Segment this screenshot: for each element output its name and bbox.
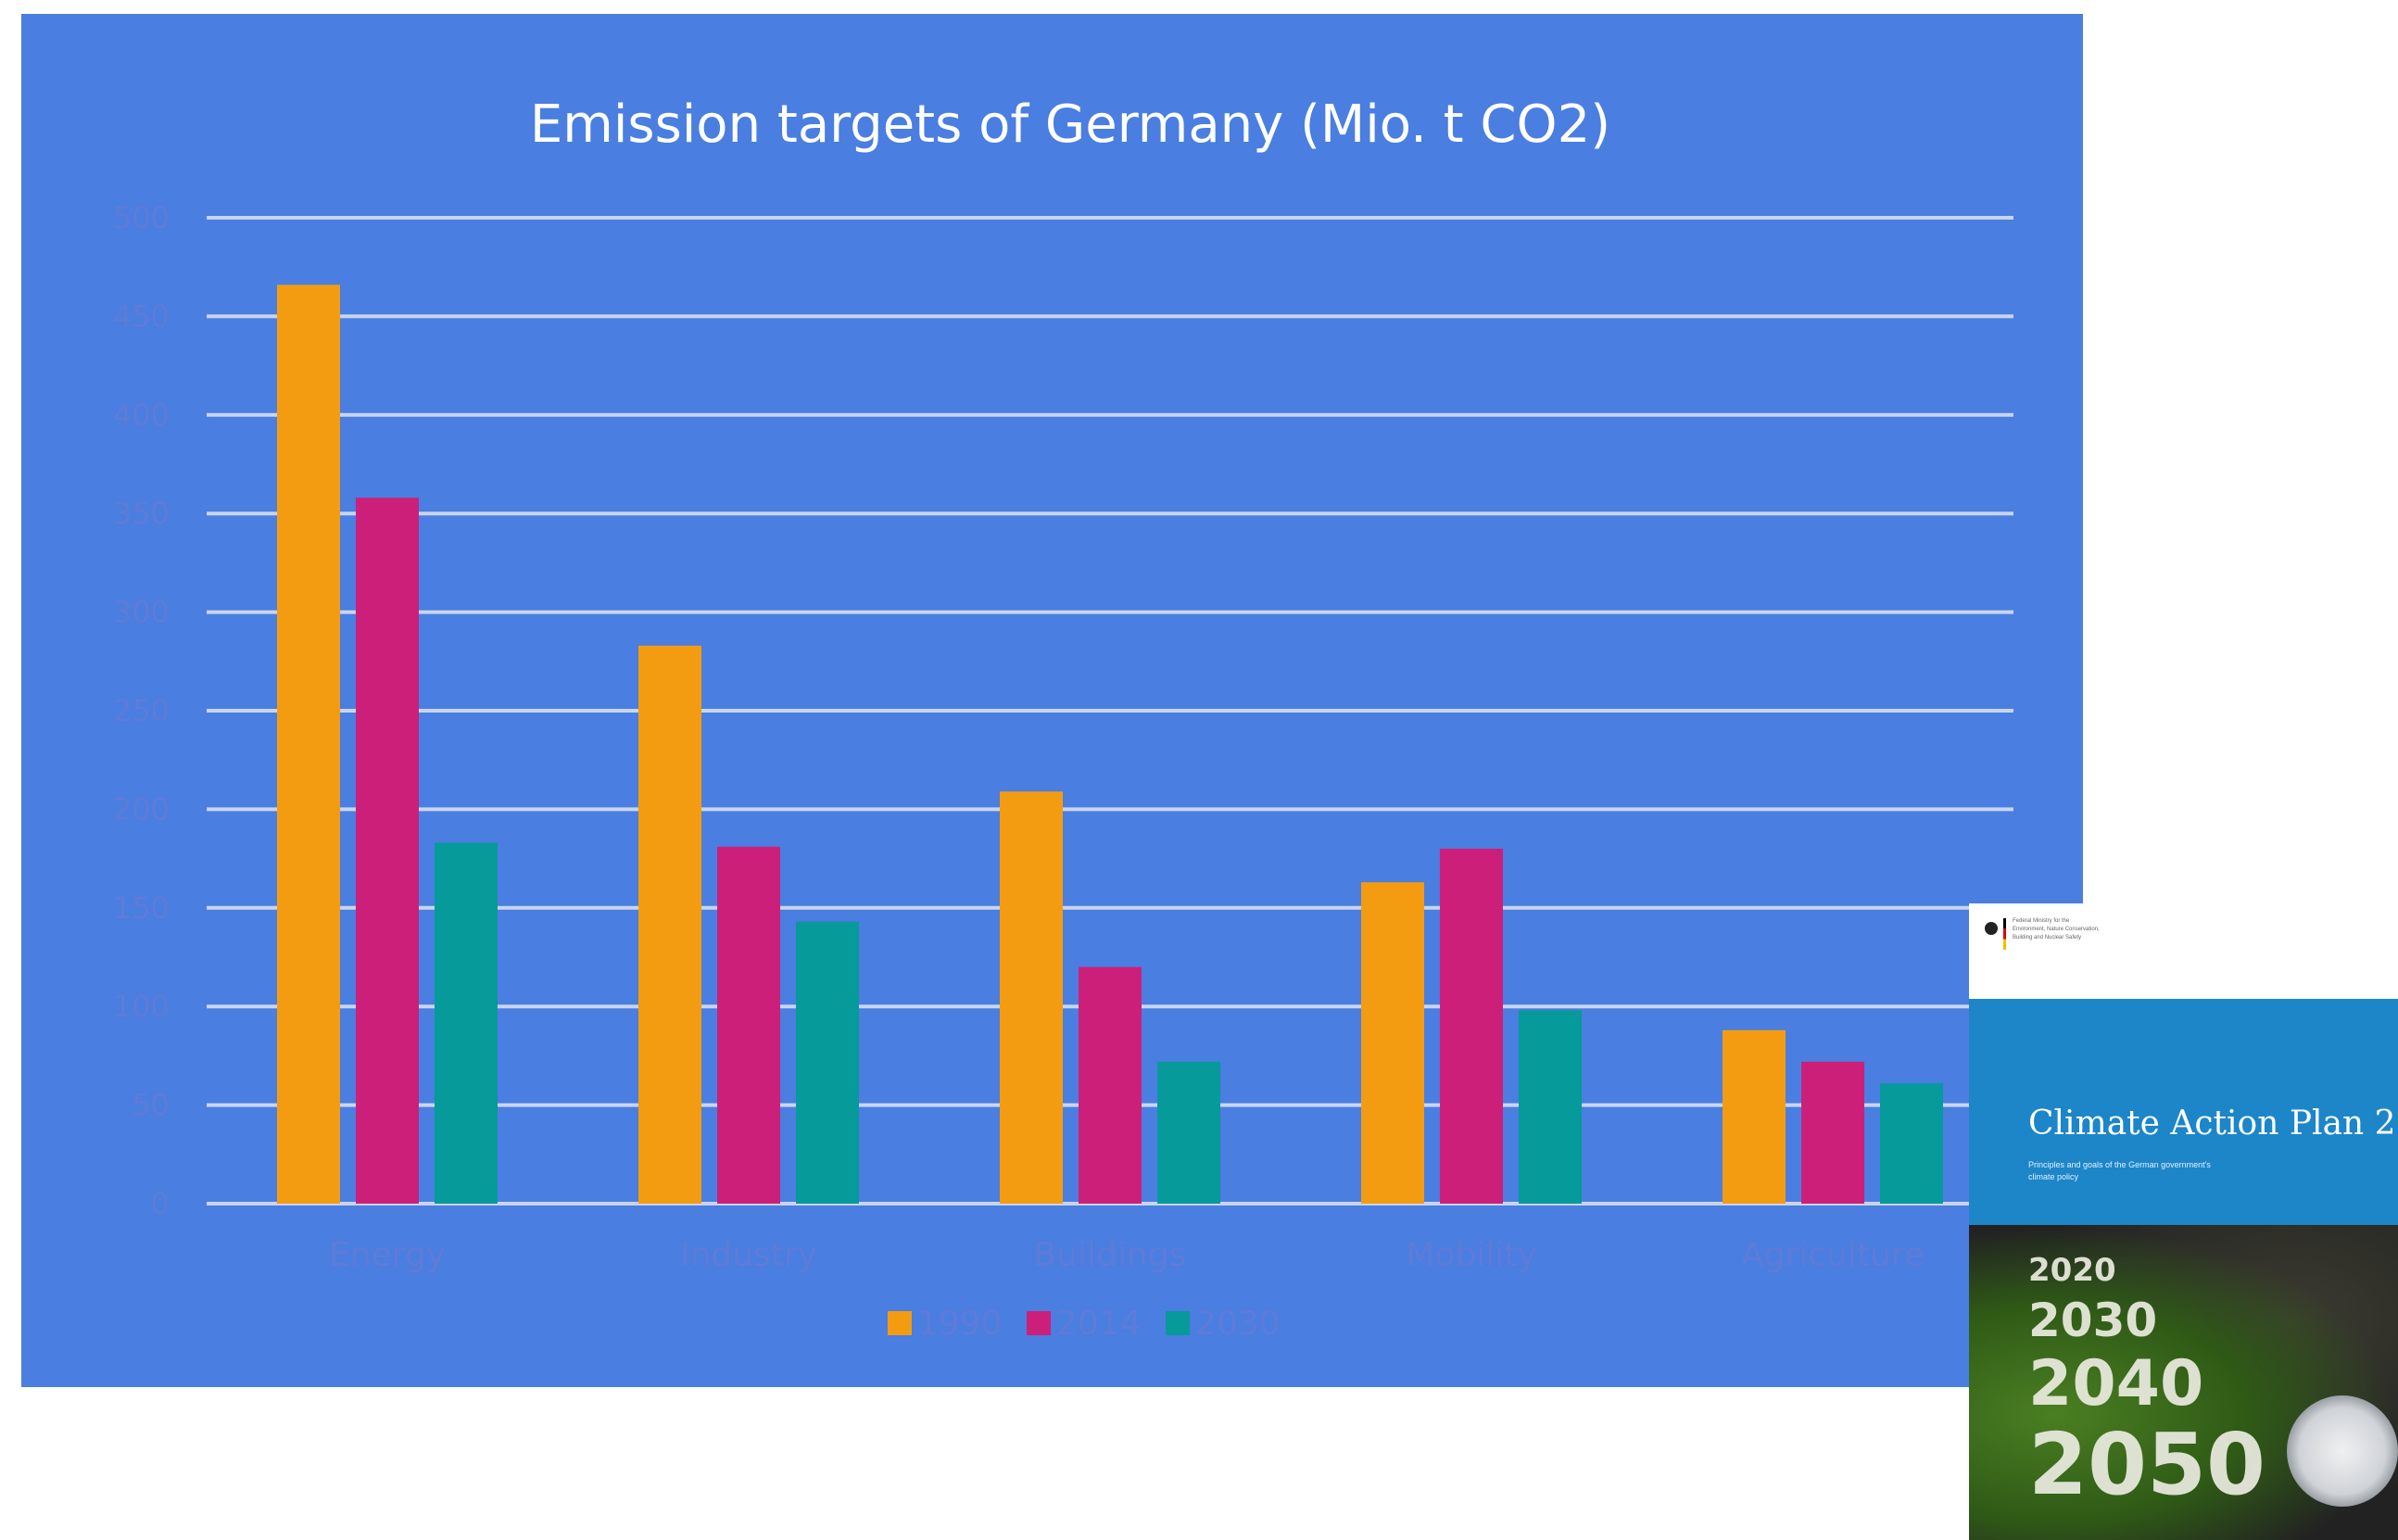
legend-swatch-1990 <box>888 1311 912 1335</box>
chart-title: Emission targets of Germany (Mio. t CO2) <box>530 95 1610 155</box>
x-tick-label: Agriculture <box>1741 1236 1925 1274</box>
cover-year: 2030 <box>2028 1294 2158 1347</box>
gridlines <box>207 216 2013 1205</box>
bar-industry-2030 <box>796 921 859 1204</box>
bar-mobility-1990 <box>1361 882 1424 1204</box>
y-tick-label: 300 <box>113 595 170 630</box>
x-tick-label: Buildings <box>1034 1236 1187 1274</box>
bar-agriculture-2030 <box>1880 1083 1943 1204</box>
y-tick-label: 50 <box>132 1088 170 1123</box>
bar-buildings-1990 <box>1000 791 1063 1204</box>
legend-label: 2014 <box>1056 1305 1142 1343</box>
y-tick-label: 200 <box>113 791 170 827</box>
cover-year: 2050 <box>2028 1415 2266 1514</box>
flag-bar <box>2003 918 2006 950</box>
y-tick-label: 400 <box>113 398 170 433</box>
legend-swatch-2030 <box>1166 1311 1190 1335</box>
x-tick-label: Mobility <box>1406 1236 1536 1274</box>
bar-energy-2030 <box>435 842 498 1204</box>
x-axis-ticks: Energy Industry Buildings Mobility Agricultu… <box>329 1236 1925 1274</box>
x-tick-label: Industry <box>680 1236 817 1274</box>
cover-photo: 2020 2030 2040 2050 <box>1969 1225 2398 1540</box>
eagle-icon <box>1985 922 1998 935</box>
bars <box>277 284 1943 1204</box>
cover-year: 2040 <box>2028 1347 2204 1420</box>
y-tick-label: 150 <box>113 890 170 926</box>
y-tick-label: 450 <box>113 298 170 334</box>
bar-buildings-2030 <box>1157 1061 1220 1204</box>
y-tick-label: 100 <box>113 989 170 1024</box>
bar-mobility-2030 <box>1519 1010 1582 1204</box>
y-tick-label: 250 <box>113 693 170 728</box>
bar-agriculture-1990 <box>1723 1029 1786 1204</box>
legend-swatch-2014 <box>1027 1311 1051 1335</box>
bar-industry-2014 <box>717 846 780 1204</box>
bar-buildings-2014 <box>1079 966 1142 1204</box>
y-tick-label: 500 <box>113 200 170 235</box>
y-tick-label: 350 <box>113 496 170 531</box>
bar-energy-1990 <box>277 284 340 1204</box>
y-tick-label: 0 <box>151 1186 170 1221</box>
y-axis-ticks: 0 50 100 150 200 250 300 350 400 450 500 <box>113 200 170 1221</box>
bar-energy-2014 <box>356 498 419 1204</box>
cover-year: 2020 <box>2028 1252 2116 1289</box>
legend-label: 1990 <box>917 1305 1003 1343</box>
ministry-line: Environment, Nature Conservation, <box>2013 927 2100 932</box>
bar-industry-1990 <box>638 645 701 1204</box>
report-cover-image: Federal Ministry for the Environment, Na… <box>1969 903 2398 1540</box>
compass-icon <box>2287 1395 2398 1507</box>
legend: 1990 2014 2030 <box>888 1305 1281 1343</box>
cover-subtitle: Principles and goals of the German gover… <box>2028 1160 2211 1181</box>
legend-label: 2030 <box>1195 1305 1281 1343</box>
x-tick-label: Energy <box>329 1236 446 1274</box>
bar-chart: Emission targets of Germany (Mio. t CO2)… <box>113 95 2013 1343</box>
chart-panel: Emission targets of Germany (Mio. t CO2)… <box>21 14 2083 1387</box>
cover-header: Federal Ministry for the Environment, Na… <box>1969 903 2398 999</box>
cover-title: Climate Action Plan 2050 <box>2028 1105 2398 1142</box>
bar-agriculture-2014 <box>1801 1061 1864 1204</box>
ministry-line: Federal Ministry for the <box>2013 918 2070 924</box>
bar-mobility-2014 <box>1440 848 1503 1204</box>
ministry-line: Building and Nuclear Safety <box>2013 935 2082 940</box>
